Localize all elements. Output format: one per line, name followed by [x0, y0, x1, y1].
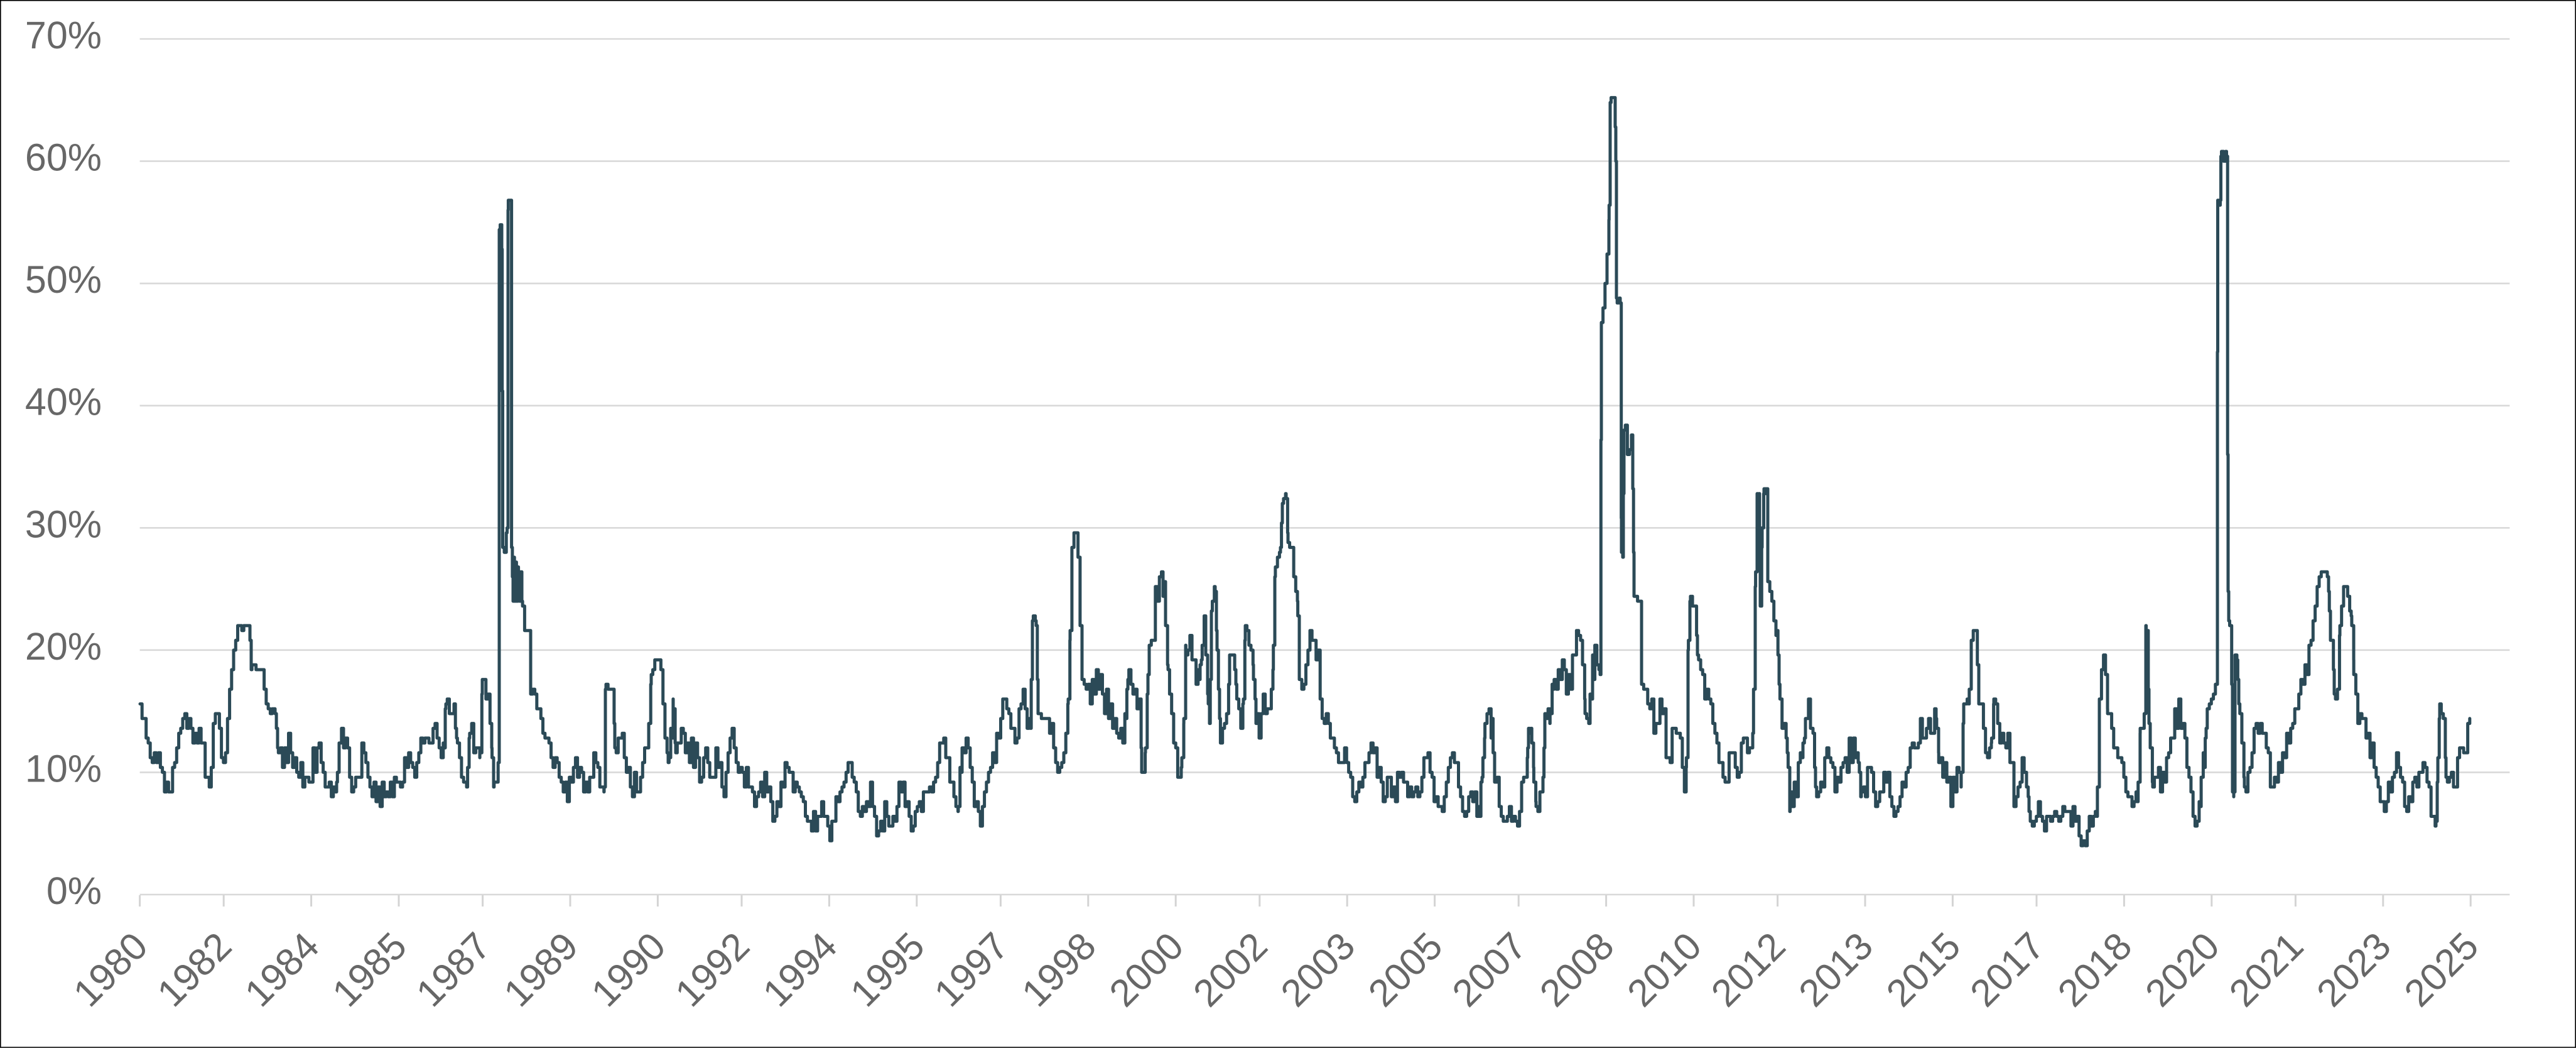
svg-text:30%: 30% [25, 503, 102, 545]
svg-text:0%: 0% [46, 869, 102, 912]
svg-text:10%: 10% [25, 747, 102, 790]
svg-text:60%: 60% [25, 136, 102, 179]
svg-text:50%: 50% [25, 258, 102, 301]
svg-text:40%: 40% [25, 381, 102, 423]
svg-text:70%: 70% [25, 14, 102, 57]
svg-text:20%: 20% [25, 625, 102, 668]
